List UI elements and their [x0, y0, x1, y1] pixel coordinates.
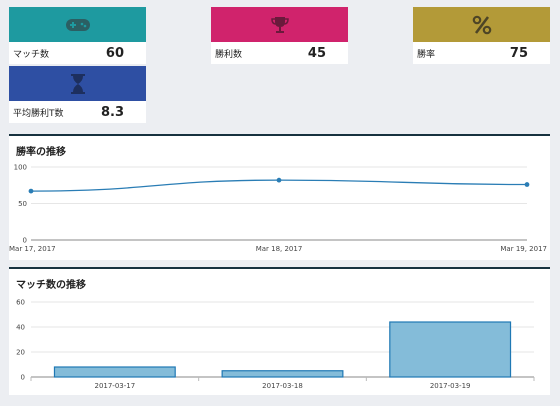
panel-title: 勝率の推移: [16, 147, 66, 158]
x-tick-label: Mar 19, 2017: [500, 245, 547, 253]
y-tick-label: 0: [21, 374, 25, 382]
y-tick-label: 20: [16, 349, 25, 357]
stat-value: 8.3: [100, 104, 124, 120]
bar: [53, 366, 176, 378]
y-tick-label: 0: [23, 237, 27, 245]
trophy-icon: [270, 15, 290, 35]
data-point: [28, 188, 34, 194]
stat-card-body: 平均勝利T数 8.3: [9, 101, 146, 123]
stat-label: 勝率: [417, 49, 436, 60]
bar-chart-svg: 0 20 40 60 2017-03-17 2017-03-18 2017-03-19: [16, 299, 535, 390]
stat-card-header: [211, 7, 348, 42]
data-point: [524, 182, 530, 187]
gamepad-icon: [65, 17, 91, 33]
panel-title: マッチ数の推移: [16, 280, 86, 291]
data-point: [276, 177, 282, 183]
x-tick-label: 2017-03-18: [262, 382, 303, 390]
percent-icon: [472, 15, 492, 35]
y-tick-label: 50: [18, 200, 27, 208]
stat-card-matches: マッチ数 60: [9, 7, 146, 64]
bar: [389, 321, 512, 378]
y-tick-label: 60: [16, 299, 25, 307]
winrate-chart-panel: 勝率の推移 0 50 100 Mar 17, 2017 Mar 18, 2017 Mar …: [9, 134, 550, 260]
stat-card-header: [9, 66, 146, 101]
x-tick-label: 2017-03-17: [94, 382, 135, 390]
stat-card-body: 勝率 75: [413, 42, 550, 64]
line-chart-svg: 0 50 100 Mar 17, 2017 Mar 18, 2017 Mar 19, 20…: [9, 164, 547, 254]
stat-card-wins: 勝利数 45: [211, 7, 348, 64]
y-tick-label: 100: [14, 164, 27, 172]
y-tick-label: 40: [16, 324, 25, 332]
stat-card-header: [9, 7, 146, 42]
stat-value: 60: [105, 45, 124, 61]
stat-value: 75: [509, 45, 528, 61]
x-tick-label: Mar 18, 2017: [256, 245, 303, 253]
stat-card-body: 勝利数 45: [211, 42, 348, 64]
x-tick-label: 2017-03-19: [430, 382, 471, 390]
stat-card-body: マッチ数 60: [9, 42, 146, 64]
stat-label: マッチ数: [13, 49, 50, 60]
matches-chart-panel: マッチ数の推移 0 20 40 60 2017-03-17 2017-03-18 2017-…: [9, 267, 550, 395]
stat-label: 勝利数: [215, 49, 243, 60]
stat-card-avg-turns: 平均勝利T数 8.3: [9, 66, 146, 123]
stat-label: 平均勝利T数: [13, 108, 64, 119]
x-tick-label: Mar 17, 2017: [9, 245, 56, 253]
stat-value: 45: [307, 45, 326, 61]
stat-card-win-rate: 勝率 75: [413, 7, 550, 64]
bar: [221, 370, 344, 378]
stat-card-header: [413, 7, 550, 42]
hourglass-icon: [69, 73, 87, 95]
